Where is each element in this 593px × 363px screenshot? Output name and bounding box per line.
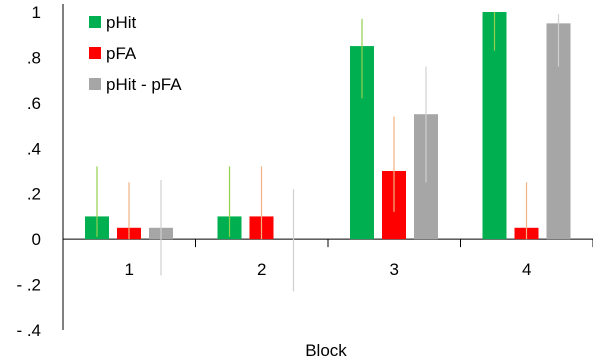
labels-layer: 1 .8 .6 .4 .2 0 - .2 - .4 1 2 3 4 Block <box>16 3 531 360</box>
bars-layer <box>85 12 571 240</box>
legend-label: pFA <box>106 44 137 63</box>
legend-swatch <box>89 78 101 90</box>
y-tick-label: 0 <box>32 230 41 249</box>
x-tick-label: 1 <box>125 260 134 279</box>
x-tick-label: 2 <box>257 260 266 279</box>
y-tick-label: - .2 <box>16 276 41 295</box>
legend-swatch <box>89 16 101 28</box>
error-bars-layer <box>96 12 560 292</box>
y-tick-label: .6 <box>27 94 41 113</box>
x-axis-title: Block <box>305 341 347 360</box>
axes-layer <box>62 4 593 330</box>
legend-swatch <box>89 47 101 59</box>
legend-label: pHit <box>106 13 137 32</box>
y-tick-label: .2 <box>27 185 41 204</box>
legend: pHit pFA pHit - pFA <box>89 13 182 94</box>
x-tick-label: 4 <box>522 260 531 279</box>
y-tick-label: .8 <box>27 48 41 67</box>
y-tick-label: 1 <box>32 3 41 22</box>
x-tick-label: 3 <box>390 260 399 279</box>
legend-label: pHit - pFA <box>106 75 182 94</box>
y-tick-label: - .4 <box>16 321 41 340</box>
y-tick-label: .4 <box>27 139 41 158</box>
